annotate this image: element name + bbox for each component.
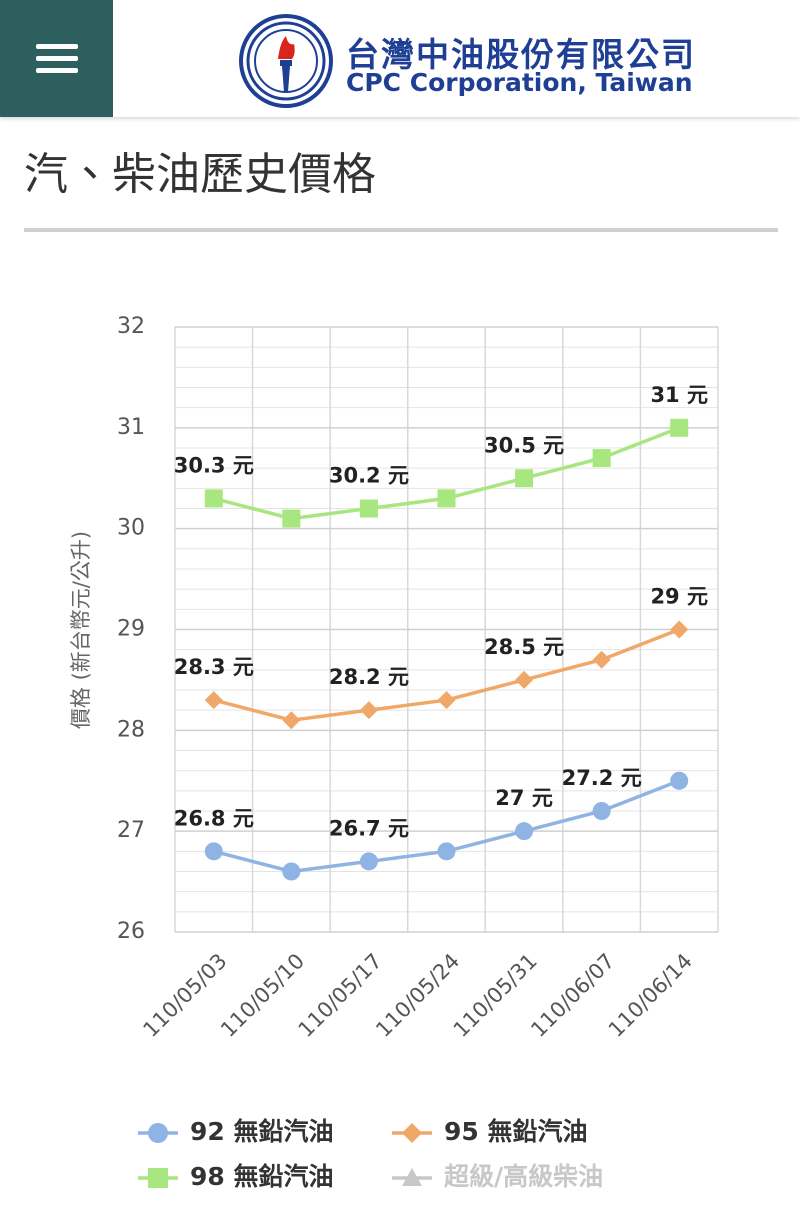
marker [437, 842, 456, 861]
data-label: 31 元 [650, 383, 708, 407]
data-label: 27 元 [495, 786, 553, 810]
x-tick-label: 110/05/17 [294, 949, 387, 1042]
marker [204, 842, 223, 861]
data-label: 30.5 元 [484, 433, 564, 457]
y-axis-label: 價格 (新台幣元/公升) [69, 531, 93, 729]
x-tick-label: 110/05/10 [216, 949, 309, 1042]
data-label: 28.3 元 [174, 655, 254, 679]
brand-chinese: 台灣中油股份有限公司 [346, 35, 696, 74]
marker [592, 650, 611, 669]
separator [24, 228, 778, 232]
x-tick-label: 110/06/14 [604, 949, 697, 1042]
legend-marker [402, 1123, 422, 1143]
data-label: 28.5 元 [484, 635, 564, 659]
marker [204, 489, 223, 508]
data-label: 27.2 元 [562, 766, 642, 790]
marker [515, 670, 534, 689]
marker [670, 418, 689, 437]
x-tick-label: 110/06/07 [526, 949, 619, 1042]
x-tick-label: 110/05/31 [449, 949, 542, 1042]
x-tick-label: 110/05/24 [371, 949, 464, 1042]
legend-label[interactable]: 98 無鉛汽油 [190, 1162, 334, 1191]
marker [670, 771, 689, 790]
marker [359, 701, 378, 720]
legend-label[interactable]: 92 無鉛汽油 [190, 1117, 334, 1146]
legend-marker [148, 1168, 168, 1188]
marker [592, 449, 611, 468]
y-tick-label: 32 [117, 314, 145, 339]
legend-marker [402, 1168, 422, 1186]
series-line [213, 779, 680, 874]
y-tick-label: 30 [117, 516, 145, 541]
data-label: 26.7 元 [329, 816, 409, 840]
legend-marker [148, 1123, 168, 1143]
brand-english: CPC Corporation, Taiwan [346, 68, 693, 97]
y-tick-label: 29 [117, 617, 145, 642]
data-label: 28.2 元 [329, 665, 409, 689]
marker [437, 489, 456, 508]
marker [437, 691, 456, 710]
legend-label[interactable]: 95 無鉛汽油 [444, 1117, 588, 1146]
marker [282, 509, 301, 528]
y-tick-label: 27 [117, 818, 145, 843]
marker [670, 620, 689, 639]
data-label: 26.8 元 [174, 806, 254, 830]
y-tick-label: 31 [117, 415, 145, 440]
marker [592, 802, 611, 820]
series-line [213, 426, 680, 521]
marker [359, 499, 378, 518]
y-tick-label: 26 [117, 919, 145, 944]
menu-button[interactable] [0, 0, 113, 117]
data-label: 30.3 元 [174, 453, 254, 477]
top-bar: 台灣中油股份有限公司 CPC Corporation, Taiwan [0, 0, 800, 117]
x-tick-label: 110/05/03 [138, 949, 231, 1042]
logo [239, 14, 333, 108]
marker [282, 711, 301, 730]
marker [515, 822, 534, 841]
legend-label[interactable]: 超級/高級柴油 [444, 1162, 603, 1191]
data-label: 29 元 [650, 585, 708, 609]
series-line [213, 627, 680, 723]
y-tick-label: 28 [117, 717, 145, 742]
marker [204, 691, 223, 710]
marker [282, 862, 301, 881]
data-label: 30.2 元 [329, 464, 409, 488]
page-title: 汽、柴油歷史價格 [24, 149, 376, 200]
marker [515, 469, 534, 488]
marker [359, 852, 378, 871]
